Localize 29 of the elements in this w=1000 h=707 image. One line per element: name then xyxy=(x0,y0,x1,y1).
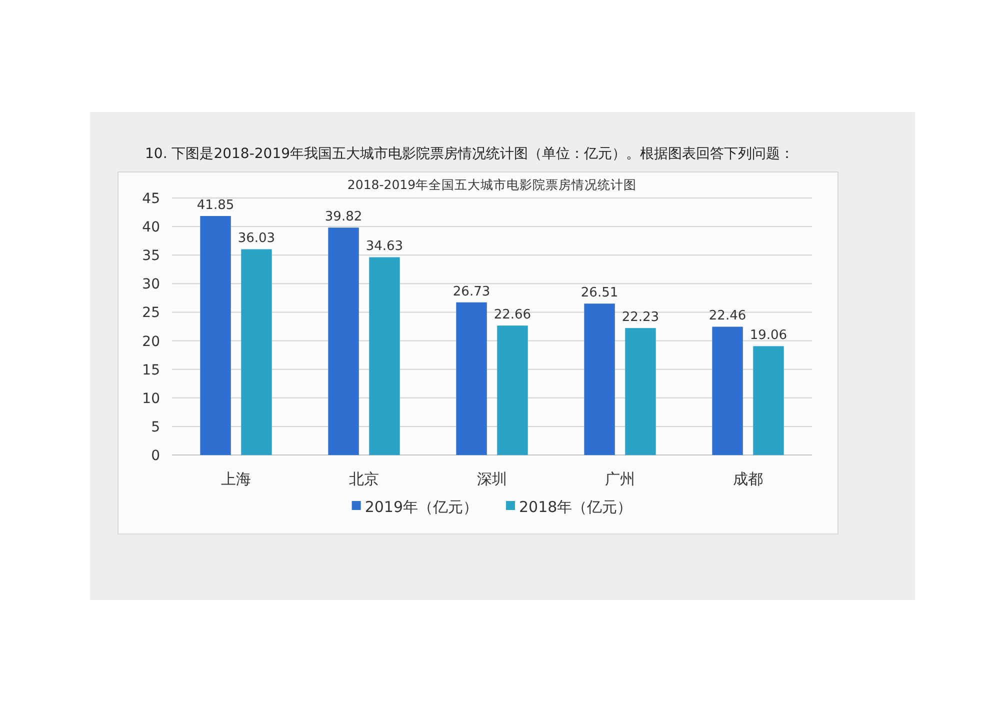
data-label: 22.66 xyxy=(494,308,532,323)
ytick: 0 xyxy=(151,448,160,464)
data-label: 22.46 xyxy=(708,308,746,324)
ytick: 15 xyxy=(142,362,160,378)
xtick: 成都 xyxy=(733,470,763,488)
data-label: 22.23 xyxy=(622,310,660,326)
data-label: 26.51 xyxy=(580,286,618,301)
data-label: 36.03 xyxy=(238,231,276,246)
xtick: 广州 xyxy=(605,470,635,488)
ytick: 30 xyxy=(142,276,160,293)
ytick: 20 xyxy=(142,334,160,350)
xtick: 北京 xyxy=(349,470,379,488)
data-label: 41.85 xyxy=(196,198,234,213)
data-label: 39.82 xyxy=(324,210,362,225)
title: 2018-2019年全国五大城市电影院票房情况统计图 xyxy=(347,177,637,192)
annotation: 10. 下图是2018-2019年我国五大城市电影院票房情况统计图（单位：亿元）。根据图表回答下列问题： xyxy=(145,146,794,162)
data-label: 34.63 xyxy=(366,239,404,254)
data-label: 26.73 xyxy=(452,284,490,300)
data-label: 19.06 xyxy=(750,328,788,344)
legend-label: 2019年（亿元） xyxy=(364,498,478,516)
ytick: 35 xyxy=(142,248,160,264)
legend-label: 2018年（亿元） xyxy=(519,498,632,516)
xtick: 上海 xyxy=(221,470,251,488)
ytick: 10 xyxy=(142,390,160,407)
ytick: 5 xyxy=(151,419,160,436)
ytick: 40 xyxy=(142,220,160,236)
xtick: 深圳 xyxy=(477,470,507,488)
ytick: 25 xyxy=(142,305,160,322)
ytick: 45 xyxy=(142,191,160,207)
